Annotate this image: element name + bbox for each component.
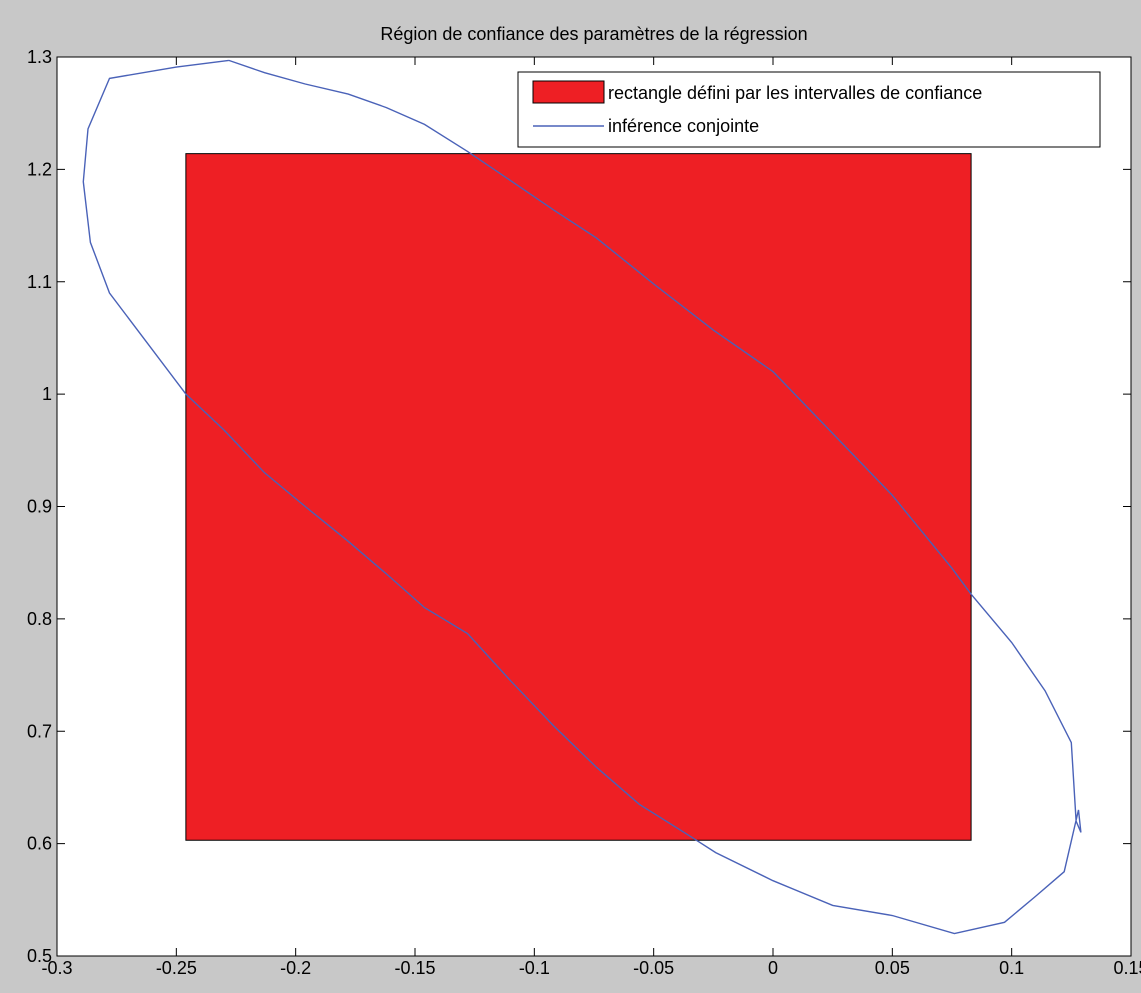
y-tick-label: 0.7 xyxy=(27,721,52,741)
legend: rectangle défini par les intervalles de … xyxy=(517,71,1101,148)
axes-frame xyxy=(56,56,1132,957)
y-tick-label: 1 xyxy=(42,384,52,404)
y-tick-label: 1.2 xyxy=(27,159,52,179)
x-tick-label: -0.1 xyxy=(519,958,550,978)
legend-box xyxy=(517,71,1101,148)
y-tick-label: 0.9 xyxy=(27,497,52,517)
legend-swatch-rectangle xyxy=(532,80,605,104)
confidence-rectangle xyxy=(185,153,972,841)
x-tick-label: -0.2 xyxy=(280,958,311,978)
x-tick-label: 0.15 xyxy=(1113,958,1141,978)
x-tick-label: -0.15 xyxy=(394,958,435,978)
x-tick-label: 0.05 xyxy=(875,958,910,978)
x-tick-label: -0.05 xyxy=(633,958,674,978)
legend-label-line: inférence conjointe xyxy=(608,116,759,136)
y-tick-label: 1.3 xyxy=(27,47,52,67)
chart-title: Région de confiance des paramètres de la… xyxy=(380,24,807,44)
y-tick-label: 1.1 xyxy=(27,272,52,292)
y-tick-label: 0.8 xyxy=(27,609,52,629)
x-tick-label: 0 xyxy=(768,958,778,978)
y-tick-label: 0.5 xyxy=(27,946,52,966)
x-tick-label: -0.3 xyxy=(41,958,72,978)
y-tick-label: 0.6 xyxy=(27,834,52,854)
legend-label-rectangle: rectangle défini par les intervalles de … xyxy=(608,83,982,103)
ticks: -0.3 -0.25 -0.2 -0.15 -0.1 -0.05 0 0.05 0.1 0.15 0… xyxy=(27,47,1141,978)
x-tick-label: -0.25 xyxy=(156,958,197,978)
joint-inference-line xyxy=(82,59,1082,935)
x-tick-label: 0.1 xyxy=(999,958,1024,978)
plot-area xyxy=(82,59,1082,935)
